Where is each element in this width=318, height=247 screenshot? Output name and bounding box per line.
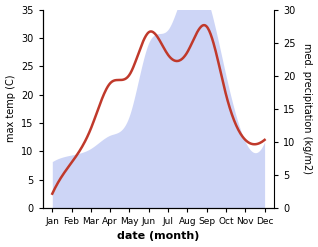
- Y-axis label: max temp (C): max temp (C): [5, 75, 16, 143]
- Y-axis label: med. precipitation (kg/m2): med. precipitation (kg/m2): [302, 43, 313, 174]
- X-axis label: date (month): date (month): [117, 231, 200, 242]
